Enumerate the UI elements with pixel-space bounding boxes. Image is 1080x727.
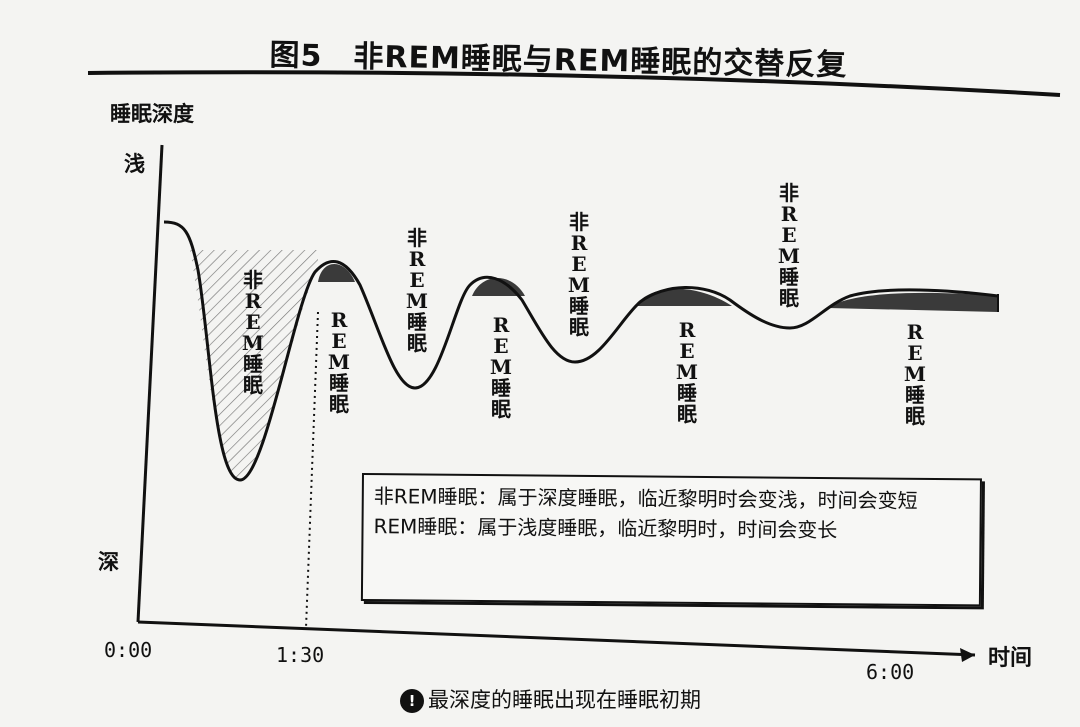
label-nrem-2: 非REM睡眠 [405,226,429,355]
caption-text: 最深度的睡眠出现在睡眠初期 [428,688,701,712]
title-rule [87,70,1061,97]
label-rem-3: REM睡眠 [675,318,699,426]
rem-shading-1 [318,264,355,282]
label-rem-2: REM睡眠 [489,313,513,421]
x-axis-label: 时间 [988,646,1033,671]
x-tick-0: 0:00 [104,638,153,662]
label-nrem-1: 非REM睡眠 [241,268,265,397]
y-tick-deep: 深 [98,550,119,574]
reference-line-1-30 [305,311,319,629]
y-axis [136,144,164,623]
label-nrem-4: 非REM睡眠 [777,181,801,310]
sleep-depth-curve [163,220,999,482]
legend-box: 非REM睡眠：属于深度睡眠，临近黎明时会变浅，时间会变短 REM睡眠：属于浅度睡… [360,473,982,607]
x-axis [137,620,976,657]
rem-shading-4 [828,292,998,312]
label-rem-1: REM睡眠 [327,308,351,416]
y-tick-shallow: 浅 [124,152,145,176]
figure-caption: ! 最深度的睡眠出现在睡眠初期 [400,684,701,714]
rem-shading-2 [472,278,525,296]
y-axis-label: 睡眠深度 [110,102,194,126]
legend-rem: REM睡眠：属于浅度睡眠，临近黎明时，时间会变长 [373,514,838,543]
exclamation-icon: ! [400,689,424,713]
first-nrem-shading [190,250,318,480]
x-axis-arrow [960,648,975,662]
x-tick-1: 1:30 [276,643,325,667]
label-nrem-3: 非REM睡眠 [567,210,591,339]
x-tick-2: 6:00 [866,660,915,684]
label-rem-4: REM睡眠 [903,320,927,428]
